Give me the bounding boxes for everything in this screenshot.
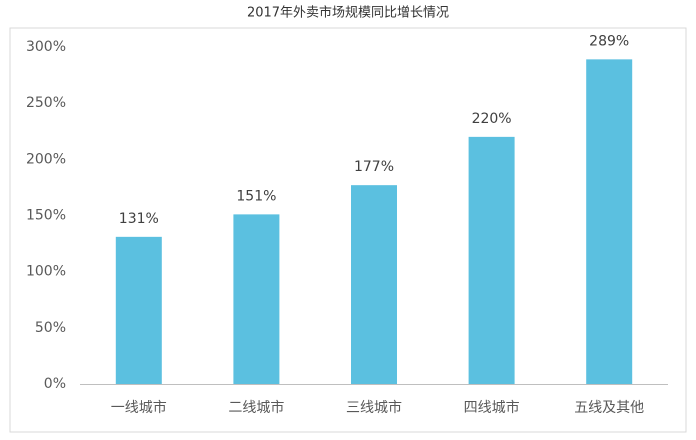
bar: [586, 59, 633, 385]
y-tick-label: 300%: [26, 39, 66, 55]
x-tick-label: 二线城市: [228, 399, 284, 416]
y-tick-label: 150%: [26, 208, 66, 224]
bar: [233, 214, 280, 384]
data-label: 151%: [236, 188, 276, 204]
bar: [351, 185, 397, 384]
data-label: 177%: [354, 159, 394, 175]
y-tick-label: 0%: [44, 376, 66, 392]
data-label: 220%: [472, 111, 512, 127]
x-tick-label: 三线城市: [346, 399, 402, 416]
x-tick-label: 四线城市: [464, 399, 520, 416]
y-tick-label: 100%: [26, 264, 66, 280]
chart-frame: [9, 27, 687, 433]
chart-title: 2017年外卖市场规模同比增长情况: [247, 5, 449, 21]
data-label: 131%: [119, 211, 159, 227]
y-tick-label: 50%: [35, 320, 66, 336]
bar: [115, 236, 162, 384]
x-tick-label: 一线城市: [111, 399, 167, 416]
bar: [468, 136, 515, 384]
x-tick-label: 五线及其他: [574, 400, 644, 416]
data-label: 289%: [589, 33, 629, 49]
y-tick-label: 200%: [26, 151, 66, 167]
y-tick-label: 250%: [26, 95, 66, 111]
